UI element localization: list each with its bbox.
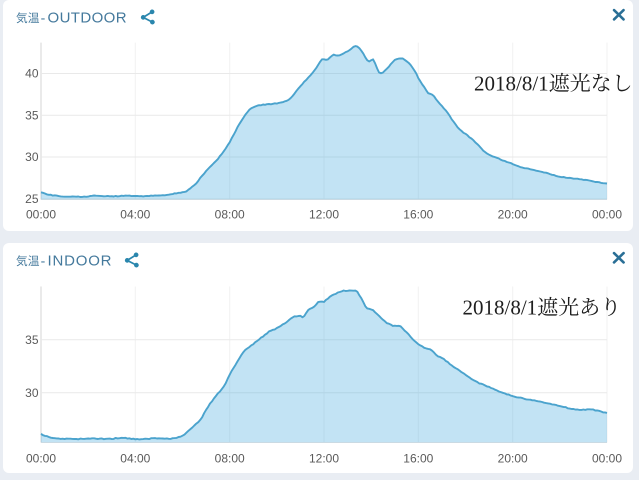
- svg-text:30: 30: [25, 150, 39, 164]
- svg-text:12:00: 12:00: [309, 451, 339, 465]
- svg-text:04:00: 04:00: [120, 451, 150, 465]
- svg-text:-: -: [41, 252, 46, 268]
- svg-text:16:00: 16:00: [403, 451, 433, 465]
- svg-text:-: -: [41, 10, 46, 26]
- svg-text:08:00: 08:00: [215, 208, 245, 222]
- svg-text:20:00: 20:00: [498, 451, 528, 465]
- svg-text:35: 35: [25, 109, 39, 123]
- svg-text:00:00: 00:00: [592, 451, 622, 465]
- svg-text:20:00: 20:00: [498, 208, 528, 222]
- svg-text:25: 25: [25, 192, 39, 206]
- svg-text:00:00: 00:00: [592, 208, 622, 222]
- svg-text:16:00: 16:00: [403, 208, 433, 222]
- svg-text:2018/8/1: 2018/8/1: [474, 72, 549, 96]
- svg-text:08:00: 08:00: [215, 451, 245, 465]
- svg-text:INDOOR: INDOOR: [48, 252, 113, 269]
- svg-text:04:00: 04:00: [120, 208, 150, 222]
- svg-text:00:00: 00:00: [26, 451, 56, 465]
- svg-text:30: 30: [25, 386, 39, 400]
- svg-text:40: 40: [25, 67, 39, 81]
- svg-text:OUTDOOR: OUTDOOR: [48, 10, 127, 27]
- svg-text:35: 35: [25, 333, 39, 347]
- svg-text:12:00: 12:00: [309, 208, 339, 222]
- svg-text:2018/8/1: 2018/8/1: [463, 295, 538, 319]
- svg-text:00:00: 00:00: [26, 208, 56, 222]
